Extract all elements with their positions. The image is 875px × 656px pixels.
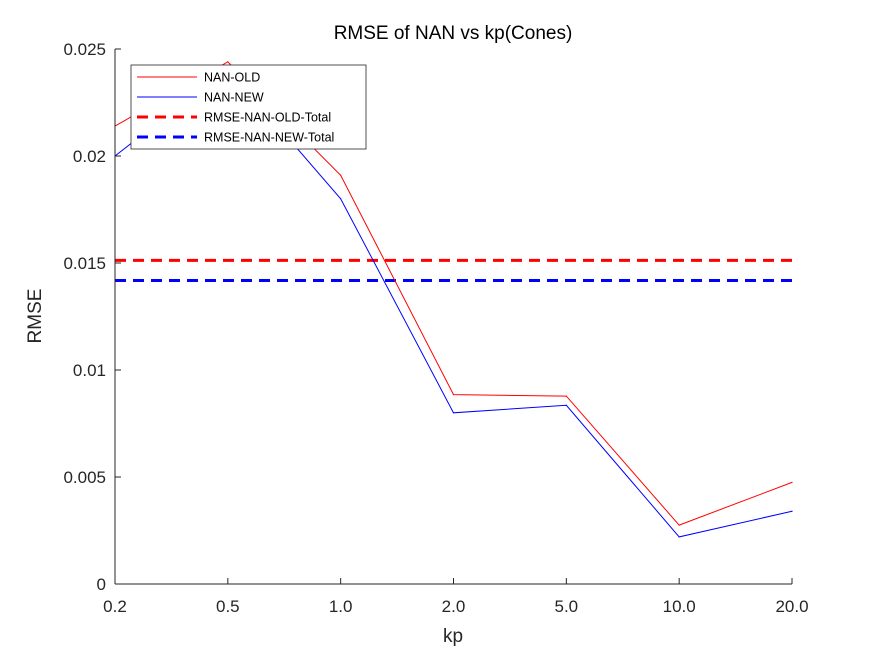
x-tick-label: 20.0 <box>775 597 808 616</box>
y-ticks: 0 0.005 0.01 0.015 0.02 0.025 <box>63 40 121 594</box>
y-axis-label: RMSE <box>25 289 46 344</box>
x-tick-label: 5.0 <box>555 597 579 616</box>
data-point <box>340 174 342 176</box>
y-tick-label: 0.025 <box>63 40 106 59</box>
x-tick-label: 2.0 <box>442 597 466 616</box>
data-point <box>565 404 567 406</box>
y-tick-label: 0 <box>97 575 106 594</box>
legend-box <box>130 64 367 150</box>
chart-title: RMSE of NAN vs kp(Cones) <box>334 23 573 44</box>
legend-entries: NAN-OLD NAN-NEW RMSE-NAN-OLD-Total RMSE-NAN… <box>137 71 334 145</box>
data-point <box>452 394 455 396</box>
data-point <box>452 412 455 414</box>
data-point <box>340 198 342 200</box>
y-tick-label: 0.005 <box>63 468 106 487</box>
legend-label: RMSE-NAN-NEW-Total <box>204 131 334 145</box>
x-axis-label: kp <box>443 626 463 647</box>
data-point <box>791 481 793 483</box>
data-point <box>678 536 680 538</box>
legend-label: RMSE-NAN-OLD-Total <box>204 111 331 125</box>
y-tick-label: 0.02 <box>73 147 106 166</box>
x-tick-label: 10.0 <box>663 597 696 616</box>
legend-label: NAN-OLD <box>204 71 260 85</box>
x-tick-label: 0.2 <box>103 597 127 616</box>
x-ticks: 0.2 0.5 1.0 2.0 5.0 10.0 20.0 <box>103 578 809 616</box>
y-tick-label: 0.015 <box>63 254 106 273</box>
legend-label: NAN-NEW <box>204 91 264 105</box>
y-tick-label: 0.01 <box>73 361 106 380</box>
legend: NAN-OLD NAN-NEW RMSE-NAN-OLD-Total RMSE-NAN… <box>130 64 367 150</box>
data-point <box>791 510 793 512</box>
data-point <box>565 395 567 397</box>
x-tick-label: 1.0 <box>329 597 353 616</box>
reference-lines <box>115 258 792 283</box>
data-point <box>227 61 229 63</box>
data-point <box>678 524 680 526</box>
x-tick-label: 0.5 <box>216 597 240 616</box>
